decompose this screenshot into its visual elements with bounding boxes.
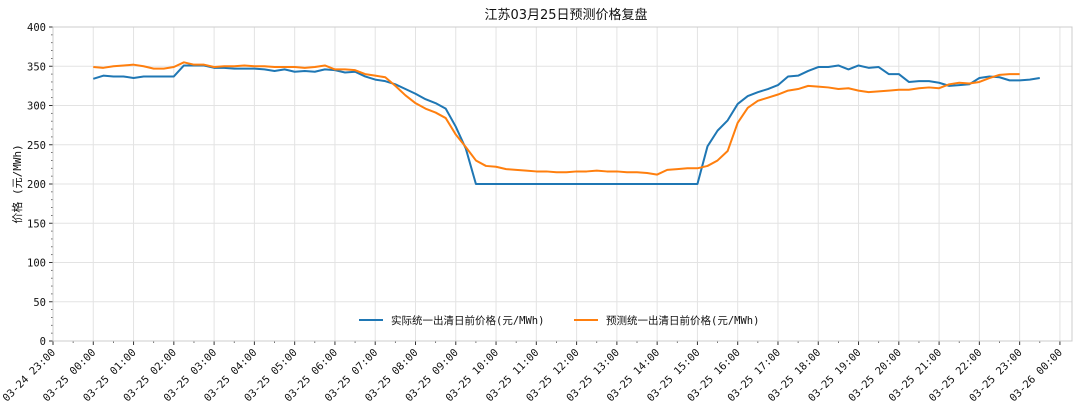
y-axis-label: 价格 (元/MWh)	[10, 144, 24, 223]
series-line-2	[93, 61, 1020, 176]
series-line-1	[92, 64, 1040, 185]
y-tick-label: 200	[27, 179, 46, 191]
legend-label-2: 预测统一出清日前价格(元/MWh)	[606, 314, 759, 327]
y-tick-label: 350	[27, 61, 46, 73]
y-tick-label: 100	[27, 258, 46, 270]
series-lines	[92, 61, 1040, 185]
y-tick-label: 300	[27, 101, 46, 113]
y-tick-label: 50	[33, 297, 46, 309]
plot-frame	[52, 26, 1073, 342]
chart-title: 江苏03月25日预测价格复盘	[484, 7, 647, 23]
y-tick-label: 250	[27, 140, 46, 152]
legend-label-1: 实际统一出清日前价格(元/MWh)	[391, 314, 544, 327]
y-tick-label: 150	[27, 218, 46, 230]
y-tick-label: 0	[40, 336, 46, 348]
y-axis: 0 50 100 150 200 250 300 350 400	[27, 22, 53, 348]
y-tick-label: 400	[27, 22, 46, 34]
legend: 实际统一出清日前价格(元/MWh) 预测统一出清日前价格(元/MWh)	[359, 314, 759, 327]
